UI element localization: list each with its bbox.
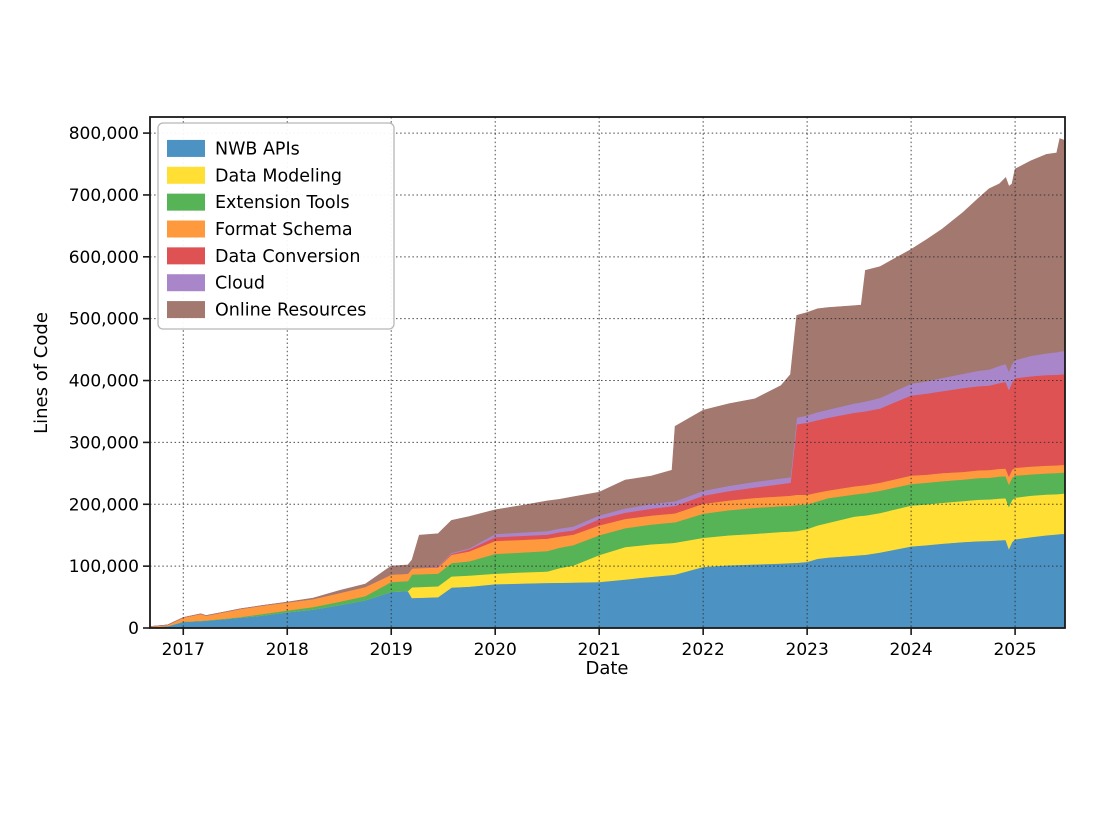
legend-swatch-icon [167, 166, 205, 184]
legend-item-extension-tools: Extension Tools [167, 193, 350, 213]
legend-item-data-conversion: Data Conversion [167, 247, 360, 267]
y-tick-label: 700,000 [69, 186, 139, 206]
legend-swatch-icon [167, 301, 205, 319]
legend-item-label: Data Conversion [215, 247, 360, 267]
legend-item-cloud: Cloud [167, 274, 265, 294]
axes-group [143, 116, 1066, 635]
x-tick-label: 2018 [266, 640, 309, 660]
plot-border [149, 116, 1066, 629]
y-axis-label: Lines of Code [31, 312, 52, 434]
legend-swatch-icon [167, 274, 205, 292]
x-tick-label: 2020 [474, 640, 517, 660]
legend-item-label: Format Schema [215, 220, 353, 240]
y-tick-label: 100,000 [69, 557, 139, 577]
x-axis-label: Date [585, 658, 628, 679]
tick-labels-group: 0 100,000 200,000 300,000 400,000 500,000 600,… [69, 124, 1037, 660]
y-tick-label: 0 [128, 619, 139, 639]
y-tick-label: 200,000 [69, 495, 139, 515]
legend-item-label: Cloud [215, 274, 265, 294]
x-tick-label: 2023 [786, 640, 829, 660]
legend-box [157, 122, 395, 330]
x-tick-label: 2024 [889, 640, 932, 660]
y-tick-label: 400,000 [69, 372, 139, 392]
y-tick-label: 600,000 [69, 248, 139, 268]
legend-item-label: Online Resources [215, 301, 366, 321]
legend-swatch-icon [167, 193, 205, 211]
legend-item-data-modeling: Data Modeling [167, 166, 342, 186]
legend-swatch-icon [167, 247, 205, 265]
legend-item-label: NWB APIs [215, 139, 300, 159]
legend-swatch-icon [167, 139, 205, 157]
x-tick-label: 2025 [993, 640, 1036, 660]
legend-item-label: Extension Tools [215, 193, 350, 213]
legend-item-label: Data Modeling [215, 166, 342, 186]
legend-swatch-icon [167, 220, 205, 238]
x-tick-label: 2017 [162, 640, 205, 660]
legend: NWB APIs Data Modeling Extension Tools Form… [157, 122, 395, 330]
x-tick-label: 2019 [370, 640, 413, 660]
x-tick-label: 2021 [578, 640, 621, 660]
y-tick-label: 800,000 [69, 124, 139, 144]
y-tick-label: 500,000 [69, 310, 139, 330]
legend-item-format-schema: Format Schema [167, 220, 353, 240]
legend-item-nwb-apis: NWB APIs [167, 139, 300, 159]
legend-item-online-resources: Online Resources [167, 301, 366, 321]
area-series-group [149, 138, 1066, 629]
x-tick-label: 2022 [682, 640, 725, 660]
y-tick-label: 300,000 [69, 433, 139, 453]
